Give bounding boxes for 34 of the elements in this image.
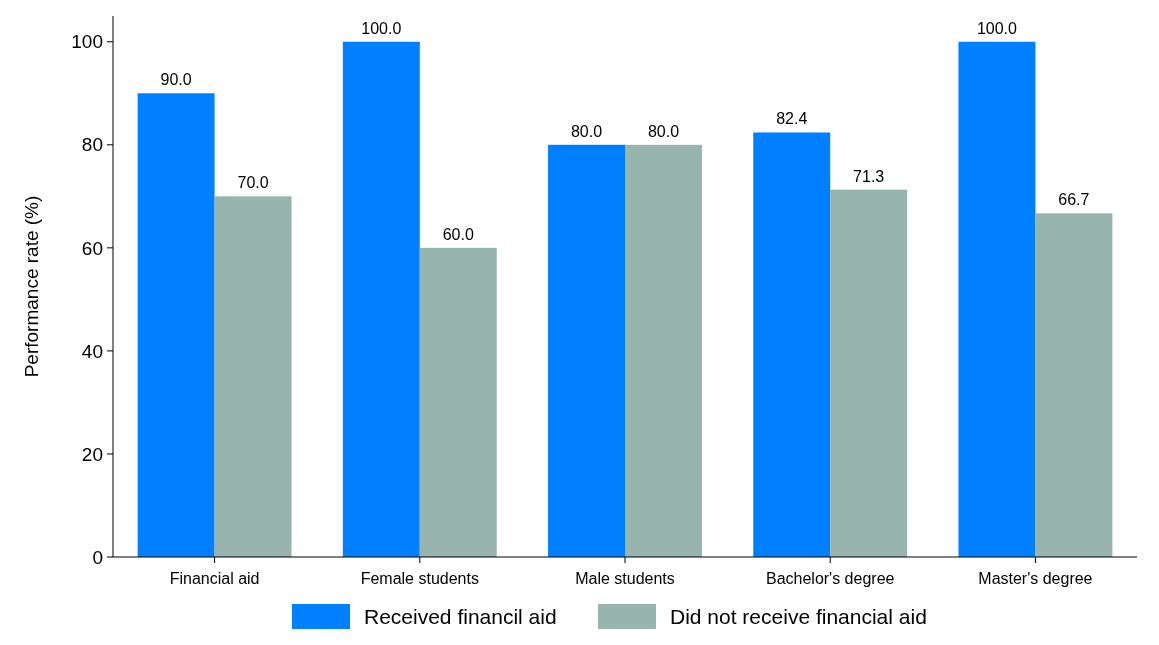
y-tick-label: 20 <box>81 443 103 465</box>
data-label: 80.0 <box>570 122 603 140</box>
legend-label: Received financil aid <box>364 605 557 629</box>
bar <box>342 41 420 557</box>
bar <box>137 93 215 557</box>
x-tick-label: Bachelor's degree <box>765 570 895 587</box>
bar <box>419 247 497 557</box>
data-label: 60.0 <box>442 225 474 243</box>
y-tick-label: 80 <box>81 134 103 156</box>
y-tick-label: 100 <box>71 31 103 53</box>
data-label: 66.7 <box>1058 191 1090 209</box>
bar <box>958 41 1036 557</box>
data-label: 70.0 <box>237 174 269 192</box>
y-tick-label: 40 <box>81 340 103 362</box>
y-tick-label: 60 <box>81 237 103 259</box>
bar <box>753 132 831 557</box>
bar <box>830 189 908 557</box>
x-tick-label: Financial aid <box>169 570 260 587</box>
data-label: 71.3 <box>853 167 885 185</box>
bar <box>625 144 702 557</box>
x-tick-label: Female students <box>360 570 479 587</box>
data-label: 80.0 <box>647 122 680 140</box>
y-tick-label: 0 <box>92 546 103 568</box>
data-label: 100.0 <box>976 19 1018 37</box>
data-label: 100.0 <box>361 19 402 37</box>
x-tick-label: Male students <box>575 570 675 587</box>
bar <box>214 196 292 557</box>
data-label: 82.4 <box>776 110 808 128</box>
bar <box>1035 213 1113 557</box>
data-label: 90.0 <box>160 71 192 89</box>
x-tick-label: Master's degree <box>978 570 1093 587</box>
y-axis-title: Performance rate (%) <box>21 195 42 378</box>
legend-label: Did not receive financial aid <box>670 605 927 629</box>
bar <box>548 144 625 557</box>
